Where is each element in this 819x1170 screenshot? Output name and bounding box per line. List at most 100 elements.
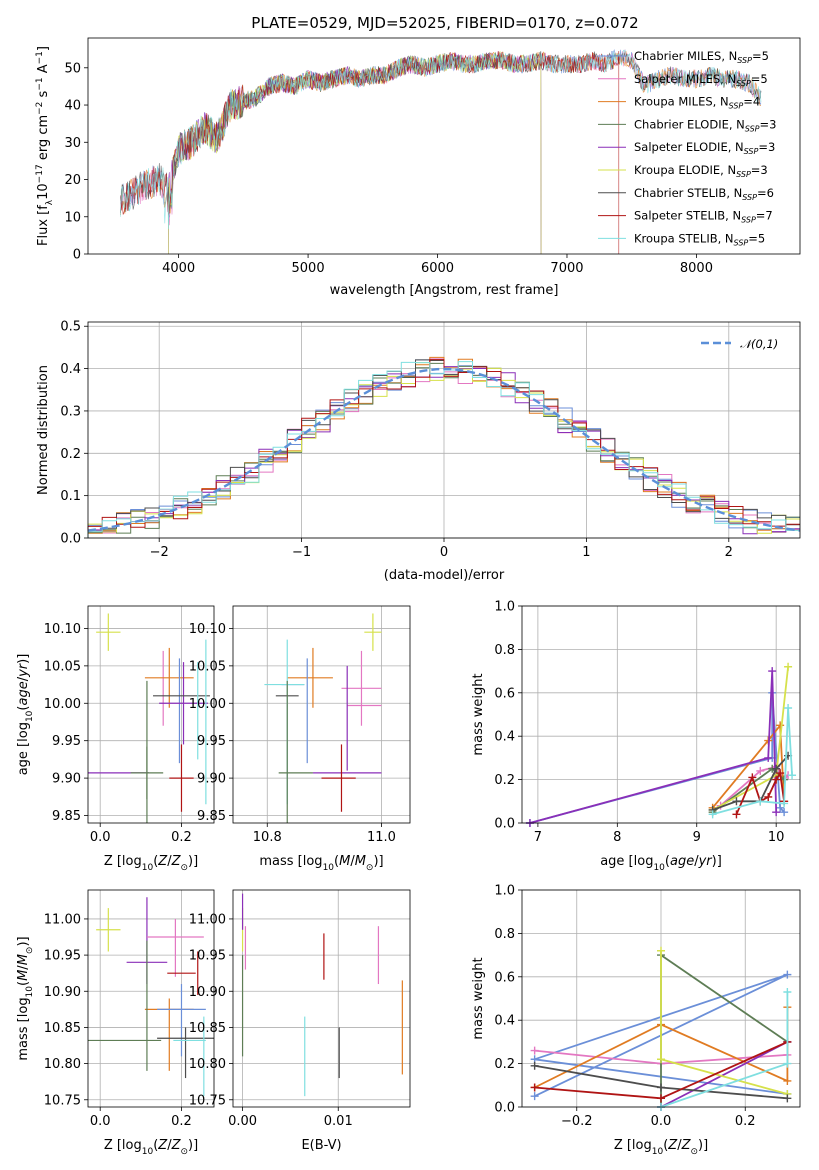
weight-point-marker — [776, 721, 785, 730]
y-tick-label: 9.85 — [197, 809, 226, 824]
x-axis-label-part: 10 — [323, 863, 335, 873]
y-axis-label: age [log10(age/yr)] — [16, 654, 35, 776]
y-tick-label: 10 — [64, 210, 81, 225]
x-tick-label: 10.8 — [253, 830, 282, 845]
x-tick-label: 2 — [725, 545, 733, 560]
x-axis-label-part: ( — [153, 1138, 158, 1153]
y-tick-label: 10.80 — [44, 1057, 81, 1072]
age-vs-mass-panel: 10.8 11.0 9.85 9.90 9.95 10.00 10.05 10.10 mass … — [189, 605, 411, 873]
legend-label-sub: SSP — [745, 124, 760, 133]
weight-point-marker — [780, 799, 789, 808]
weight-point-marker — [530, 1083, 539, 1092]
x-axis-label-part: ( — [665, 854, 670, 869]
weight-point-marker — [732, 797, 741, 806]
legend-label-pre: Chabrier ELODIE, N — [634, 117, 745, 131]
legend-label-post: =3 — [751, 163, 768, 177]
x-axis-label-part: ⊙ — [180, 863, 188, 873]
weight-point-marker — [772, 775, 781, 784]
x-axis-label-part: Z — [171, 854, 182, 869]
x-tick-label: 0.2 — [171, 1114, 192, 1129]
x-axis-label-part: / — [677, 1138, 682, 1153]
legend-label: Chabrier ELODIE, NSSP=3 — [634, 117, 776, 133]
errorbar — [364, 613, 382, 651]
y-axis-label-part: / — [16, 676, 31, 681]
y-tick-label: 0.8 — [494, 927, 515, 942]
errorbar-points — [88, 613, 210, 823]
y-tick-label: 0.3 — [60, 404, 81, 419]
figure-title: PLATE=0529, MJD=52025, FIBERID=0170, z=0… — [251, 14, 638, 32]
weight-point-marker — [756, 797, 765, 806]
normal-reference-curve — [87, 367, 801, 532]
x-tick-label: 0.0 — [90, 1114, 111, 1129]
weight-point-marker — [732, 810, 741, 819]
weight-point-marker — [756, 766, 765, 775]
x-axis-label-part: yr — [698, 854, 714, 869]
x-axis-label-part: ( — [153, 854, 158, 869]
weight-point-marker — [772, 764, 781, 773]
y-tick-label: 10.10 — [44, 622, 81, 637]
x-tick-label: 0.0 — [90, 830, 111, 845]
y-axis-label-part: yr — [16, 662, 31, 678]
y-axis-label-part: age — [16, 681, 31, 705]
x-tick-label: 8 — [613, 830, 621, 845]
legend-label-sub: SSP — [742, 193, 757, 202]
weight-point-marker — [784, 662, 793, 671]
y-tick-label: 0.8 — [494, 643, 515, 658]
legend-label-post: =7 — [756, 209, 773, 223]
y-axis-label-part: erg cm — [36, 115, 51, 164]
y-axis-label-part: ] — [36, 46, 51, 51]
errorbar-points — [88, 897, 214, 1097]
y-tick-label: 10.05 — [189, 659, 226, 674]
weight-point-marker — [764, 792, 773, 801]
y-axis-label-part: age [log — [16, 722, 31, 775]
spectrum-line — [120, 49, 762, 230]
y-axis-label-part: 10 — [25, 986, 35, 998]
x-tick-label: 0.0 — [651, 1114, 672, 1129]
errorbar — [96, 613, 121, 651]
x-tick-label: 0.2 — [735, 1114, 756, 1129]
panels: 4000 5000 6000 7000 800001020304050Chabrier … — [16, 37, 801, 1157]
x-axis-label: mass [log10(M/M⊙)] — [259, 854, 383, 873]
y-tick-label: 10.90 — [189, 985, 226, 1000]
x-axis-label: Z [log10(Z/Z⊙)] — [614, 1138, 708, 1157]
errorbar-points — [264, 613, 382, 823]
axes-frame — [521, 889, 801, 1108]
x-axis-label-part: )] — [712, 854, 722, 869]
legend-label: Salpeter ELODIE, NSSP=3 — [634, 140, 775, 156]
x-axis-label-part: ⊙ — [690, 1147, 698, 1157]
y-tick-label: 10.75 — [189, 1093, 226, 1108]
y-tick-label: 0.6 — [494, 970, 515, 985]
y-tick-label: 10.80 — [189, 1057, 226, 1072]
y-tick-label: 50 — [64, 61, 81, 76]
y-axis-label-part: )] — [16, 654, 31, 664]
y-tick-label: 0.6 — [494, 686, 515, 701]
legend-label-post: =5 — [752, 49, 769, 63]
y-tick-label: 10.90 — [44, 985, 81, 1000]
x-axis-label: (data-model)/error — [384, 568, 505, 583]
x-axis-label: E(B-V) — [301, 1138, 341, 1153]
y-axis-label-part: / — [16, 965, 31, 970]
legend-label-post: =6 — [757, 186, 774, 200]
residuals-panel: −2 −1 0 1 2 0.0 0.1 0.2 0.3 0.4 0.5 𝒩(0,1) (data-mod… — [36, 320, 801, 583]
x-axis-label-part: M — [355, 854, 366, 869]
axes-frame — [87, 889, 215, 1108]
y-tick-label: 10.85 — [189, 1021, 226, 1036]
x-axis-label-part: 10 — [142, 1147, 154, 1157]
y-tick-label: 0.0 — [60, 532, 81, 547]
x-axis-label-part: age — [670, 854, 694, 869]
y-axis-label: mass weight — [471, 957, 486, 1039]
y-tick-label: 0.0 — [494, 817, 515, 832]
legend-label-sub: SSP — [737, 56, 752, 65]
legend-label: Kroupa STELIB, NSSP=5 — [634, 231, 765, 247]
y-axis-label-part: M — [16, 954, 31, 965]
x-axis-label-part: age [log — [600, 854, 653, 869]
legend-label-pre: Salpeter MILES, N — [634, 72, 736, 86]
weight-vs-Z-panel: −0.2 0.0 0.20.00.20.40.60.81.0Z [log10(Z/Z… — [471, 884, 801, 1157]
legend-label-sub: SSP — [736, 170, 751, 179]
y-tick-label: 9.85 — [52, 809, 81, 824]
y-tick-label: 0.4 — [60, 362, 81, 377]
y-axis-label: mass [log10(M/M⊙)] — [16, 936, 35, 1060]
weight-point-marker — [657, 1055, 665, 1064]
weight-point-marker — [768, 667, 777, 676]
